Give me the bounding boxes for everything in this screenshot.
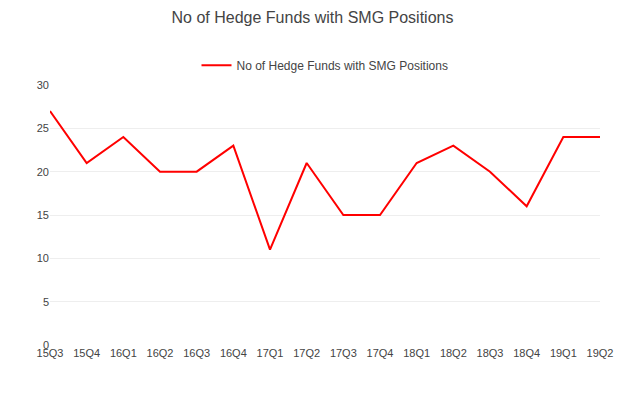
svg-text:17Q1: 17Q1 bbox=[257, 347, 284, 359]
svg-text:20: 20 bbox=[37, 166, 49, 178]
svg-text:18Q3: 18Q3 bbox=[477, 347, 504, 359]
svg-text:No of Hedge Funds with SMG Pos: No of Hedge Funds with SMG Positions bbox=[237, 59, 448, 73]
svg-text:15: 15 bbox=[37, 209, 49, 221]
svg-text:0: 0 bbox=[43, 339, 49, 351]
svg-text:16Q4: 16Q4 bbox=[220, 347, 247, 359]
svg-text:19Q2: 19Q2 bbox=[587, 347, 614, 359]
svg-text:17Q2: 17Q2 bbox=[293, 347, 320, 359]
svg-text:17Q4: 17Q4 bbox=[367, 347, 394, 359]
svg-text:10: 10 bbox=[37, 252, 49, 264]
svg-text:19Q1: 19Q1 bbox=[550, 347, 577, 359]
svg-text:18Q2: 18Q2 bbox=[440, 347, 467, 359]
svg-text:16Q3: 16Q3 bbox=[183, 347, 210, 359]
svg-text:25: 25 bbox=[37, 122, 49, 134]
svg-text:15Q4: 15Q4 bbox=[73, 347, 100, 359]
svg-text:5: 5 bbox=[43, 296, 49, 308]
svg-text:16Q1: 16Q1 bbox=[110, 347, 137, 359]
svg-text:30: 30 bbox=[37, 79, 49, 91]
svg-text:18Q4: 18Q4 bbox=[513, 347, 540, 359]
svg-text:18Q1: 18Q1 bbox=[403, 347, 430, 359]
svg-text:No of Hedge Funds with SMG Pos: No of Hedge Funds with SMG Positions bbox=[172, 9, 454, 26]
svg-text:15Q3: 15Q3 bbox=[37, 347, 64, 359]
svg-text:17Q3: 17Q3 bbox=[330, 347, 357, 359]
svg-text:16Q2: 16Q2 bbox=[147, 347, 174, 359]
